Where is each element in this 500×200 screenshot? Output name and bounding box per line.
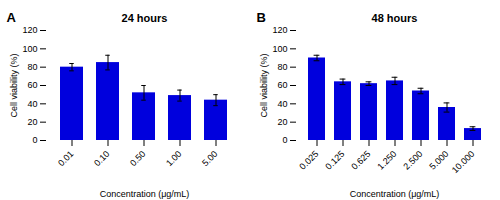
svg-text:120: 120 — [272, 25, 287, 35]
svg-text:1.250: 1.250 — [375, 149, 398, 172]
svg-text:0.50: 0.50 — [128, 149, 147, 168]
svg-text:B: B — [257, 10, 266, 25]
svg-text:10.000: 10.000 — [450, 149, 477, 176]
svg-text:60: 60 — [27, 80, 37, 90]
svg-text:0: 0 — [32, 135, 37, 145]
svg-text:5.00: 5.00 — [200, 149, 219, 168]
svg-text:80: 80 — [27, 62, 37, 72]
svg-text:0.025: 0.025 — [297, 149, 320, 172]
svg-text:24 hours: 24 hours — [122, 12, 168, 24]
svg-text:1.00: 1.00 — [164, 149, 183, 168]
svg-text:2.500: 2.500 — [401, 149, 424, 172]
svg-text:0.125: 0.125 — [323, 149, 346, 172]
svg-text:40: 40 — [27, 99, 37, 109]
svg-text:0.10: 0.10 — [92, 149, 111, 168]
svg-text:0.625: 0.625 — [349, 149, 372, 172]
svg-text:Concentration (μg/mL): Concentration (μg/mL) — [100, 189, 190, 199]
svg-text:100: 100 — [272, 44, 287, 54]
svg-text:Cell viability (%): Cell viability (%) — [9, 53, 19, 117]
svg-text:100: 100 — [22, 44, 37, 54]
svg-text:80: 80 — [277, 62, 287, 72]
svg-text:20: 20 — [27, 117, 37, 127]
svg-text:60: 60 — [277, 80, 287, 90]
svg-text:40: 40 — [277, 99, 287, 109]
svg-text:Cell viability (%): Cell viability (%) — [259, 53, 269, 117]
svg-text:120: 120 — [22, 25, 37, 35]
svg-text:A: A — [7, 10, 17, 25]
svg-text:0: 0 — [282, 135, 287, 145]
svg-text:0.01: 0.01 — [56, 149, 75, 168]
svg-text:48 hours: 48 hours — [372, 12, 418, 24]
svg-text:Concentration (μg/mL): Concentration (μg/mL) — [350, 189, 440, 199]
svg-text:20: 20 — [277, 117, 287, 127]
svg-text:5.000: 5.000 — [427, 149, 450, 172]
